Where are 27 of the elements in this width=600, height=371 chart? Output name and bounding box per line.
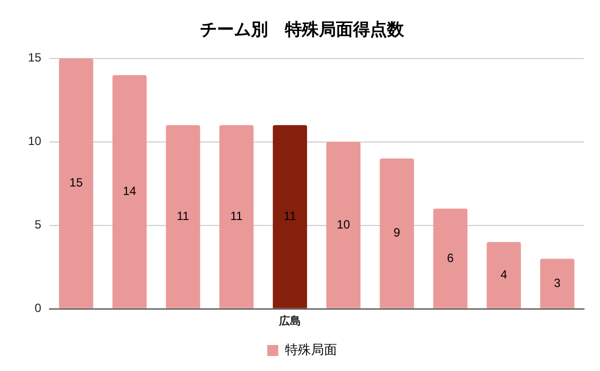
data-label: 11 bbox=[284, 209, 296, 224]
chart-title: チーム別 特殊局面得点数 bbox=[200, 20, 405, 39]
x-tick-label: 広島 bbox=[278, 314, 301, 328]
y-tick-label: 15 bbox=[28, 50, 42, 65]
bar bbox=[540, 258, 574, 308]
y-tick-label: 5 bbox=[34, 218, 42, 232]
bar bbox=[433, 208, 468, 308]
data-label: 15 bbox=[69, 176, 84, 190]
bar bbox=[326, 142, 361, 308]
y-tick-label: 0 bbox=[34, 301, 42, 316]
data-label: 6 bbox=[446, 250, 454, 265]
data-label: 10 bbox=[336, 217, 350, 232]
data-label: 11 bbox=[176, 209, 190, 224]
bar bbox=[486, 242, 521, 308]
data-label: 14 bbox=[122, 184, 137, 198]
bar bbox=[272, 125, 308, 308]
bar bbox=[166, 125, 200, 308]
y-tick-label: 10 bbox=[28, 134, 42, 148]
data-label: 4 bbox=[500, 267, 508, 282]
data-label: 11 bbox=[230, 209, 244, 224]
bar bbox=[58, 58, 94, 308]
bar bbox=[219, 125, 254, 308]
bar bbox=[112, 75, 147, 308]
data-label: 9 bbox=[394, 226, 401, 240]
bar bbox=[380, 158, 414, 308]
legend-label: 特殊局面 bbox=[284, 342, 337, 358]
data-label: 3 bbox=[554, 276, 561, 290]
